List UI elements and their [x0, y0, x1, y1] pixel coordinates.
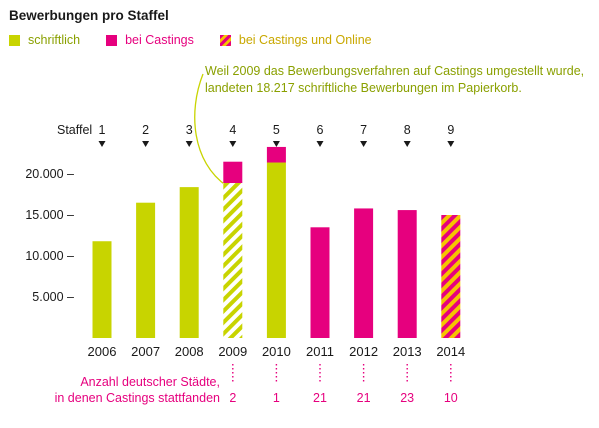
- staffel-arrow-icon: [185, 141, 193, 147]
- bar-segment: [310, 227, 330, 338]
- y-tick-label: 5.000 –: [32, 290, 74, 304]
- staffel-arrow-icon: [98, 141, 106, 147]
- legend-item-casting: bei Castings: [106, 33, 194, 47]
- x-tick-label: 2008: [175, 344, 204, 359]
- chart-title: Bewerbungen pro Staffel: [9, 8, 169, 23]
- legend-swatch-casting: [106, 34, 118, 46]
- cities-count: 10: [444, 391, 458, 405]
- x-tick-label: 2010: [262, 344, 291, 359]
- cities-label-line1: Anzahl deutscher Städte,: [80, 375, 220, 389]
- bar-segment: [441, 215, 461, 338]
- cities-row: Anzahl deutscher Städte, in denen Casting…: [55, 364, 458, 405]
- staffel-number: 2: [142, 123, 149, 137]
- staffel-label: Staffel: [57, 123, 92, 137]
- x-tick-label: 2009: [218, 344, 247, 359]
- staffel-number: 4: [229, 123, 236, 137]
- staffel-number: 6: [317, 123, 324, 137]
- staffel-number: 3: [186, 123, 193, 137]
- legend-item-written: schriftlich: [9, 33, 80, 47]
- x-tick-label: 2007: [131, 344, 160, 359]
- bar-segment: [136, 202, 156, 338]
- legend-swatch-online: [219, 34, 231, 46]
- annotation-connector: [194, 73, 228, 187]
- cities-count: 1: [273, 391, 280, 405]
- bar-segment: [179, 187, 199, 338]
- staffel-arrow-icon: [403, 141, 411, 147]
- x-axis-labels: 2006 2007 2008 2009 2010 2011 2012 2013 2014: [88, 344, 466, 359]
- bar-segment: [266, 146, 286, 163]
- staffel-number: 1: [99, 123, 106, 137]
- staffel-arrow-icon: [316, 141, 324, 147]
- legend-label-written: schriftlich: [28, 33, 81, 47]
- x-tick-label: 2011: [306, 344, 334, 359]
- annotation-line: [194, 73, 228, 187]
- y-tick-label: 15.000 –: [25, 208, 74, 222]
- x-tick-label: 2013: [393, 344, 422, 359]
- staffel-number: 9: [447, 123, 454, 137]
- bar-segment: [397, 210, 417, 338]
- bar-segment: [223, 161, 243, 184]
- legend-label-online: bei Castings und Online: [238, 33, 372, 47]
- staffel-arrow-icon: [142, 141, 150, 147]
- legend-item-online: bei Castings und Online: [219, 33, 372, 47]
- x-tick-label: 2014: [436, 344, 465, 359]
- cities-count: 21: [313, 391, 327, 405]
- staffel-number: 8: [404, 123, 411, 137]
- legend-label-casting: bei Castings: [125, 33, 194, 47]
- cities-count: 23: [400, 391, 414, 405]
- staffel-number: 5: [273, 123, 280, 137]
- staffel-arrow-icon: [272, 141, 280, 147]
- staffel-row: Staffel 1 2 3 4 5 6 7 8 9: [57, 123, 454, 147]
- bar-segment: [354, 208, 374, 338]
- cities-count: 21: [357, 391, 371, 405]
- staffel-arrow-icon: [360, 141, 368, 147]
- annotation-text: Weil 2009 das Bewerbungsverfahren auf Ca…: [205, 64, 585, 95]
- bar-segment: [92, 241, 112, 338]
- staffel-arrow-icon: [447, 141, 455, 147]
- x-tick-label: 2006: [88, 344, 117, 359]
- legend: schriftlich bei Castings bei Castings un…: [9, 33, 398, 47]
- staffel-number: 7: [360, 123, 367, 137]
- cities-count: 2: [229, 391, 236, 405]
- bar-segment: [266, 162, 286, 338]
- y-axis: 5.000 – 10.000 – 15.000 – 20.000 –: [25, 167, 74, 304]
- x-tick-label: 2012: [349, 344, 378, 359]
- y-tick-label: 20.000 –: [25, 167, 74, 181]
- y-tick-label: 10.000 –: [25, 249, 74, 263]
- bar-segment: [223, 183, 243, 338]
- staffel-arrow-icon: [229, 141, 237, 147]
- legend-swatch-written: [9, 34, 20, 46]
- cities-label-line2: in denen Castings stattfanden: [55, 391, 220, 405]
- bars: [92, 146, 461, 338]
